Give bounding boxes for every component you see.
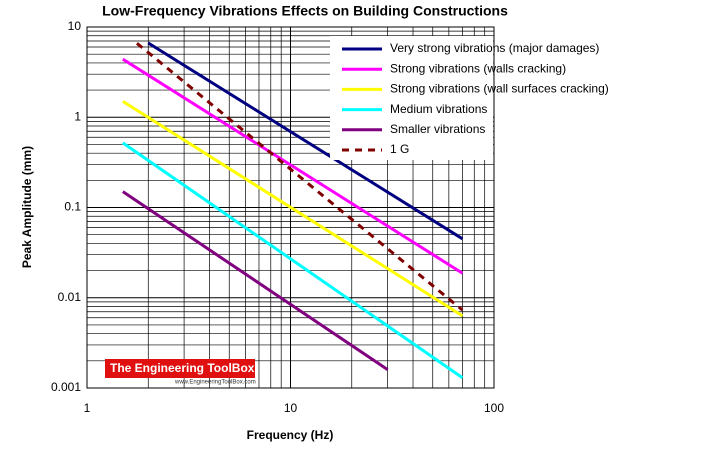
series-line xyxy=(122,100,464,318)
legend-label: Medium vibrations xyxy=(390,102,487,116)
legend: Very strong vibrations (major damages) St… xyxy=(330,36,609,160)
legend-label: Strong vibrations (walls cracking) xyxy=(390,61,566,75)
series-line xyxy=(136,42,464,312)
series-line xyxy=(147,41,464,241)
watermark-url: www.EngineeringToolBox.com xyxy=(174,380,256,386)
series-line xyxy=(122,57,464,275)
y-tick-label: 0.01 xyxy=(58,290,82,304)
legend-label: Smaller vibrations xyxy=(390,122,485,136)
legend-label: Very strong vibrations (major damages) xyxy=(390,41,599,55)
x-tick-label: 100 xyxy=(484,401,504,415)
watermark-title: The Engineering ToolBox xyxy=(110,361,255,375)
y-tick-label: 0.1 xyxy=(64,200,81,214)
watermark-box xyxy=(105,359,255,378)
x-tick-label: 10 xyxy=(284,401,298,415)
chart-title: Low-Frequency Vibrations Effects on Buil… xyxy=(102,3,508,19)
plot-border xyxy=(86,26,495,389)
series-line xyxy=(121,190,389,371)
y-tick-label: 10 xyxy=(68,19,82,33)
legend-label: Strong vibrations (wall surfaces crackin… xyxy=(390,82,609,96)
legend-label: 1 G xyxy=(390,142,409,156)
legend-box xyxy=(330,36,493,160)
x-axis-label: Frequency (Hz) xyxy=(247,428,334,442)
y-tick-label: 0.001 xyxy=(51,380,81,394)
series-line xyxy=(121,141,464,379)
x-tick-label: 1 xyxy=(84,401,91,415)
y-tick-label: 1 xyxy=(74,109,81,123)
y-axis-label: Peak Amplitude (mm) xyxy=(20,146,34,268)
